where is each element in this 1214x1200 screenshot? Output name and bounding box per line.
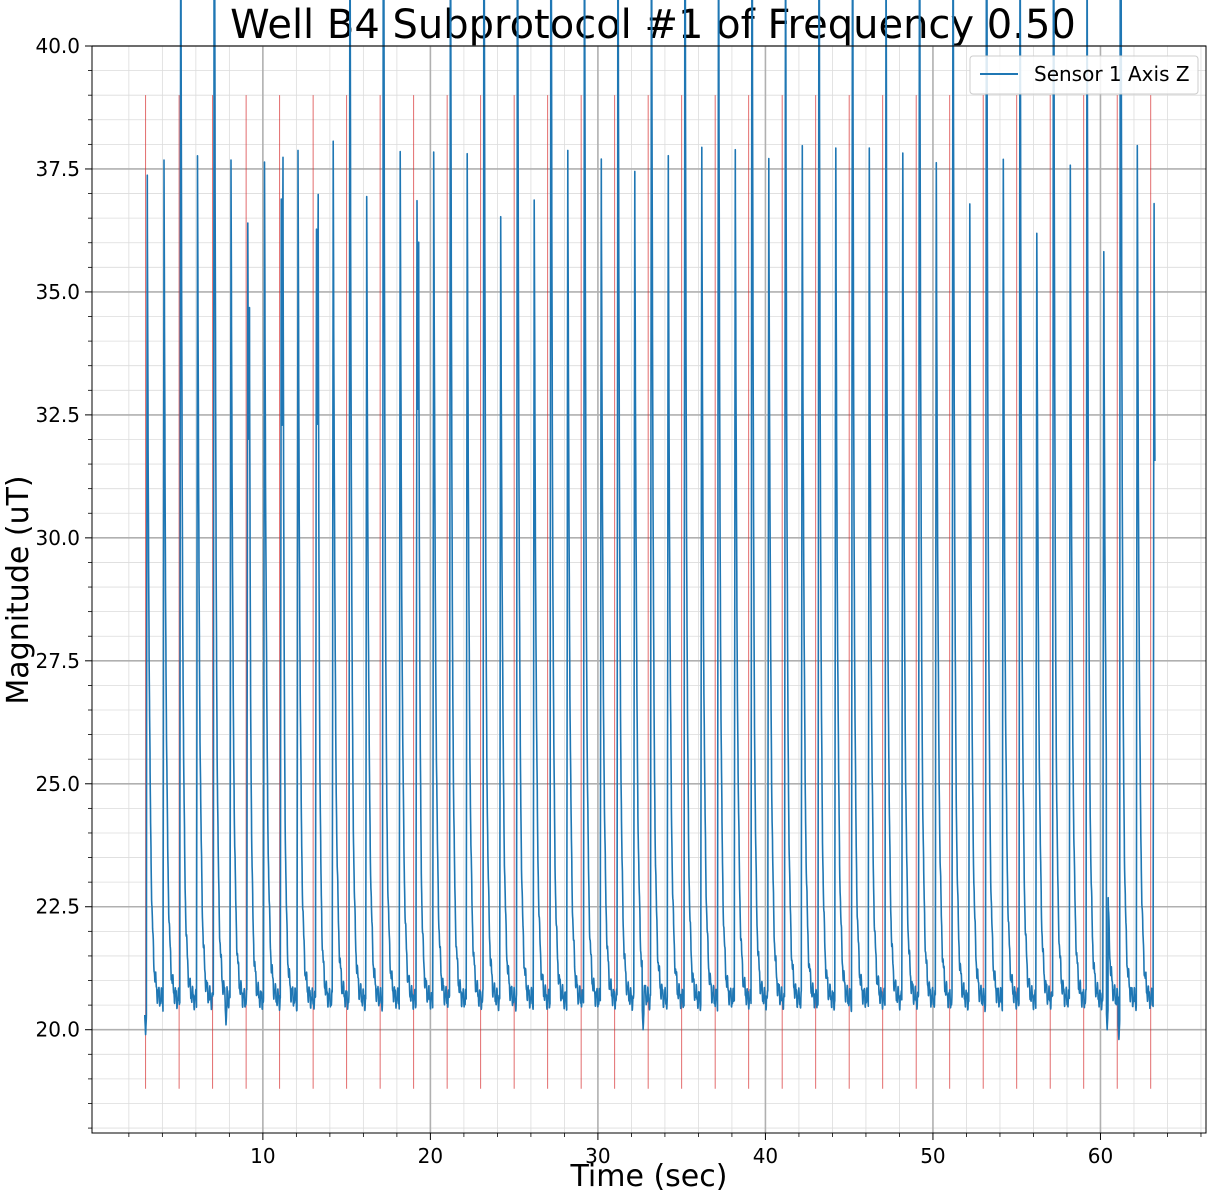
- minor-grid: [92, 46, 1206, 1133]
- plot-area: [91, 0, 1207, 1134]
- y-tick-label: 25.0: [35, 772, 80, 796]
- x-tick-label: 50: [920, 1144, 945, 1168]
- y-tick-label: 27.5: [35, 649, 80, 673]
- x-tick-label: 20: [418, 1144, 443, 1168]
- y-tick-label: 37.5: [35, 157, 80, 181]
- y-tick-label: 22.5: [35, 895, 80, 919]
- legend: Sensor 1 Axis Z: [969, 55, 1199, 95]
- plot-frame: [91, 45, 1207, 1134]
- stimulus-markers: [145, 95, 1152, 1089]
- y-tick-label: 30.0: [35, 526, 80, 550]
- legend-entry-sensor-1-axis-z: Sensor 1 Axis Z: [1034, 62, 1190, 86]
- y-axis-label: Magnitude (uT): [1, 475, 36, 704]
- y-tick-label: 32.5: [35, 403, 80, 427]
- x-tick-label: 60: [1088, 1144, 1113, 1168]
- chart-title: Well B4 Subprotocol #1 of Frequency 0.50: [230, 2, 1076, 48]
- y-axis-ticks: 20.0 22.5 25.0 27.5 30.0 32.5 35.0 37.5 40.0: [35, 34, 92, 1129]
- x-tick-label: 40: [753, 1144, 778, 1168]
- y-tick-label: 20.0: [35, 1018, 80, 1042]
- x-tick-label: 30: [585, 1144, 610, 1168]
- series-line-sensor-1-axis-z: [144, 0, 1156, 1041]
- y-tick-label: 40.0: [35, 34, 80, 58]
- y-tick-label: 35.0: [35, 280, 80, 304]
- x-axis-ticks: 10 20 30 40 50 60: [128, 1133, 1202, 1168]
- legend-box: [969, 55, 1199, 95]
- x-axis-label: Time (sec): [570, 1159, 728, 1194]
- x-tick-label: 10: [250, 1144, 275, 1168]
